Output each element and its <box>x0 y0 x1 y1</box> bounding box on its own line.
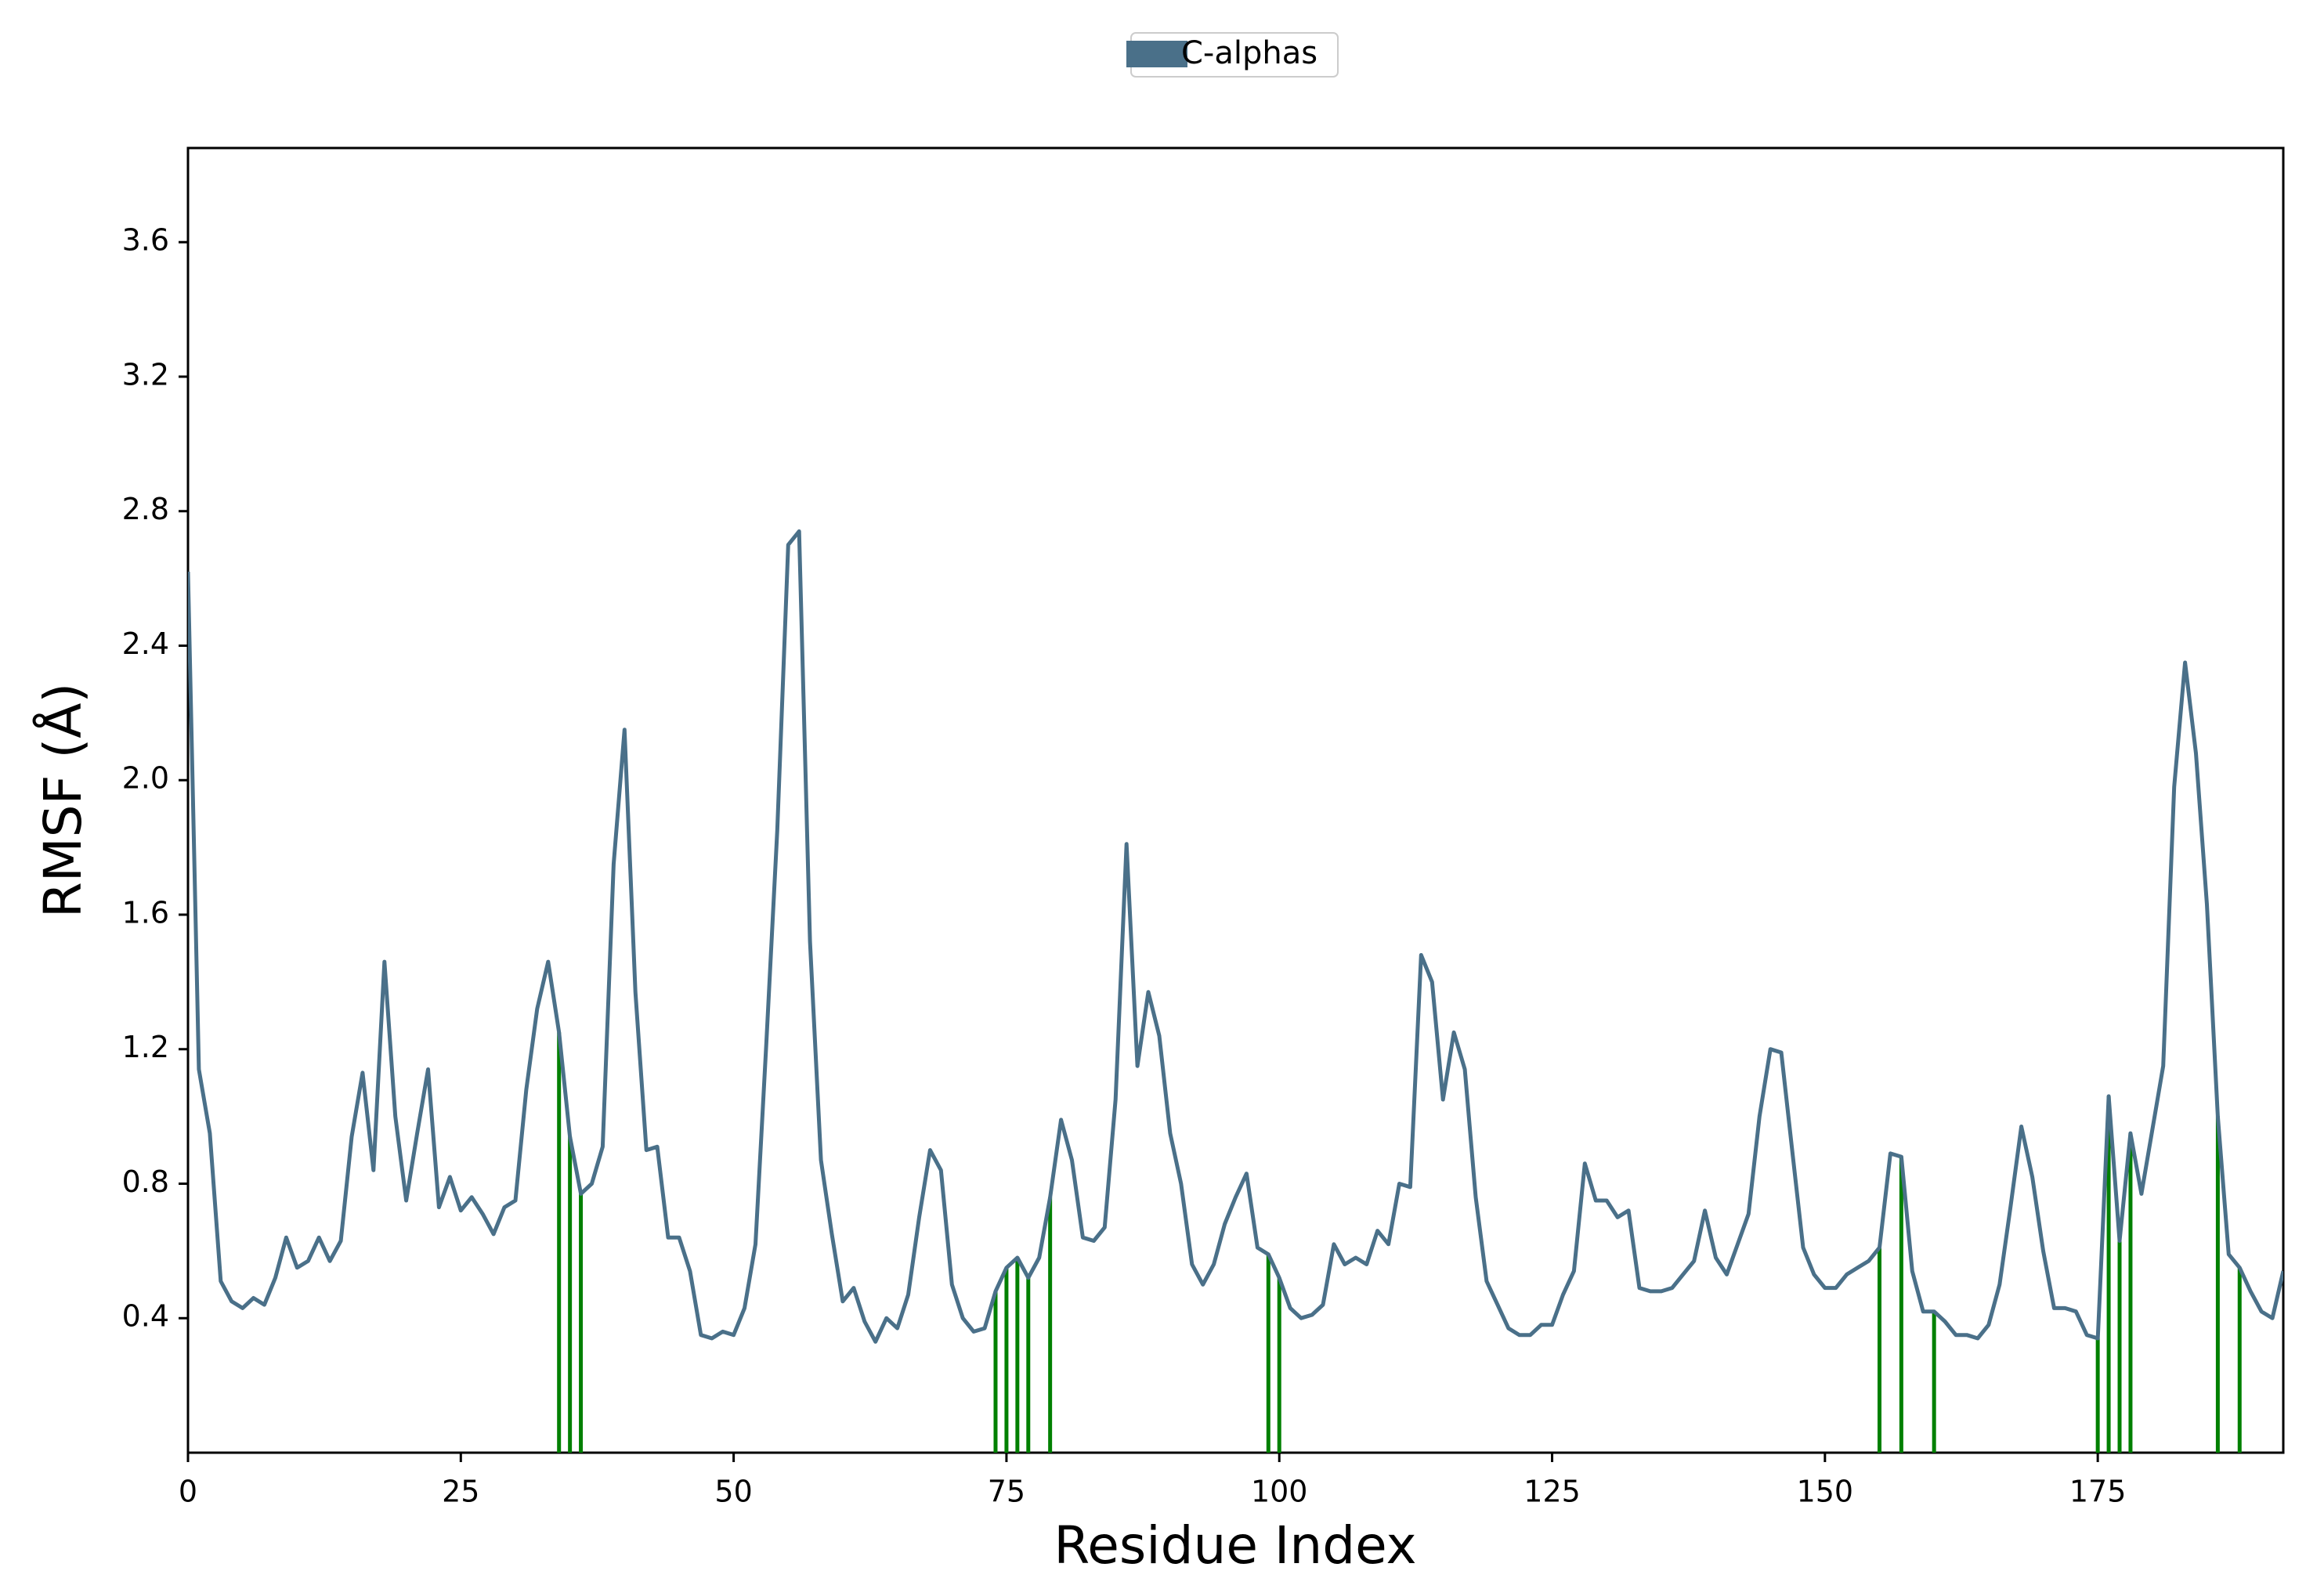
legend-swatch <box>1126 41 1187 67</box>
series-line <box>188 529 2283 1344</box>
x-axis-label: Residue Index <box>1054 1515 1416 1576</box>
y-tick-label: 1.6 <box>122 895 169 930</box>
plot-area <box>188 529 2283 1453</box>
x-tick-label: 0 <box>179 1475 197 1509</box>
x-tick-label: 75 <box>988 1475 1025 1509</box>
y-tick-label: 2.0 <box>122 761 169 796</box>
x-tick-label: 100 <box>1251 1475 1308 1509</box>
x-tick-label: 50 <box>714 1475 752 1509</box>
y-tick-label: 0.4 <box>122 1299 169 1334</box>
y-axis-label: RMSF (Å) <box>33 683 93 918</box>
x-tick-label: 125 <box>1523 1475 1581 1509</box>
plot-frame <box>186 146 2285 1454</box>
y-tick-label: 2.4 <box>122 626 169 661</box>
y-tick-label: 1.2 <box>122 1030 169 1064</box>
x-tick-label: 25 <box>442 1475 479 1509</box>
y-tick-label: 3.6 <box>122 223 169 258</box>
legend: C-alphas <box>1126 32 1339 78</box>
x-tick-label: 175 <box>2069 1475 2127 1509</box>
y-tick-label: 0.8 <box>122 1165 169 1199</box>
y-tick-label: 2.8 <box>122 492 169 526</box>
y-tick-label: 3.2 <box>122 357 169 392</box>
x-tick-label: 150 <box>1797 1475 1854 1509</box>
legend-label: C-alphas <box>1181 35 1317 71</box>
